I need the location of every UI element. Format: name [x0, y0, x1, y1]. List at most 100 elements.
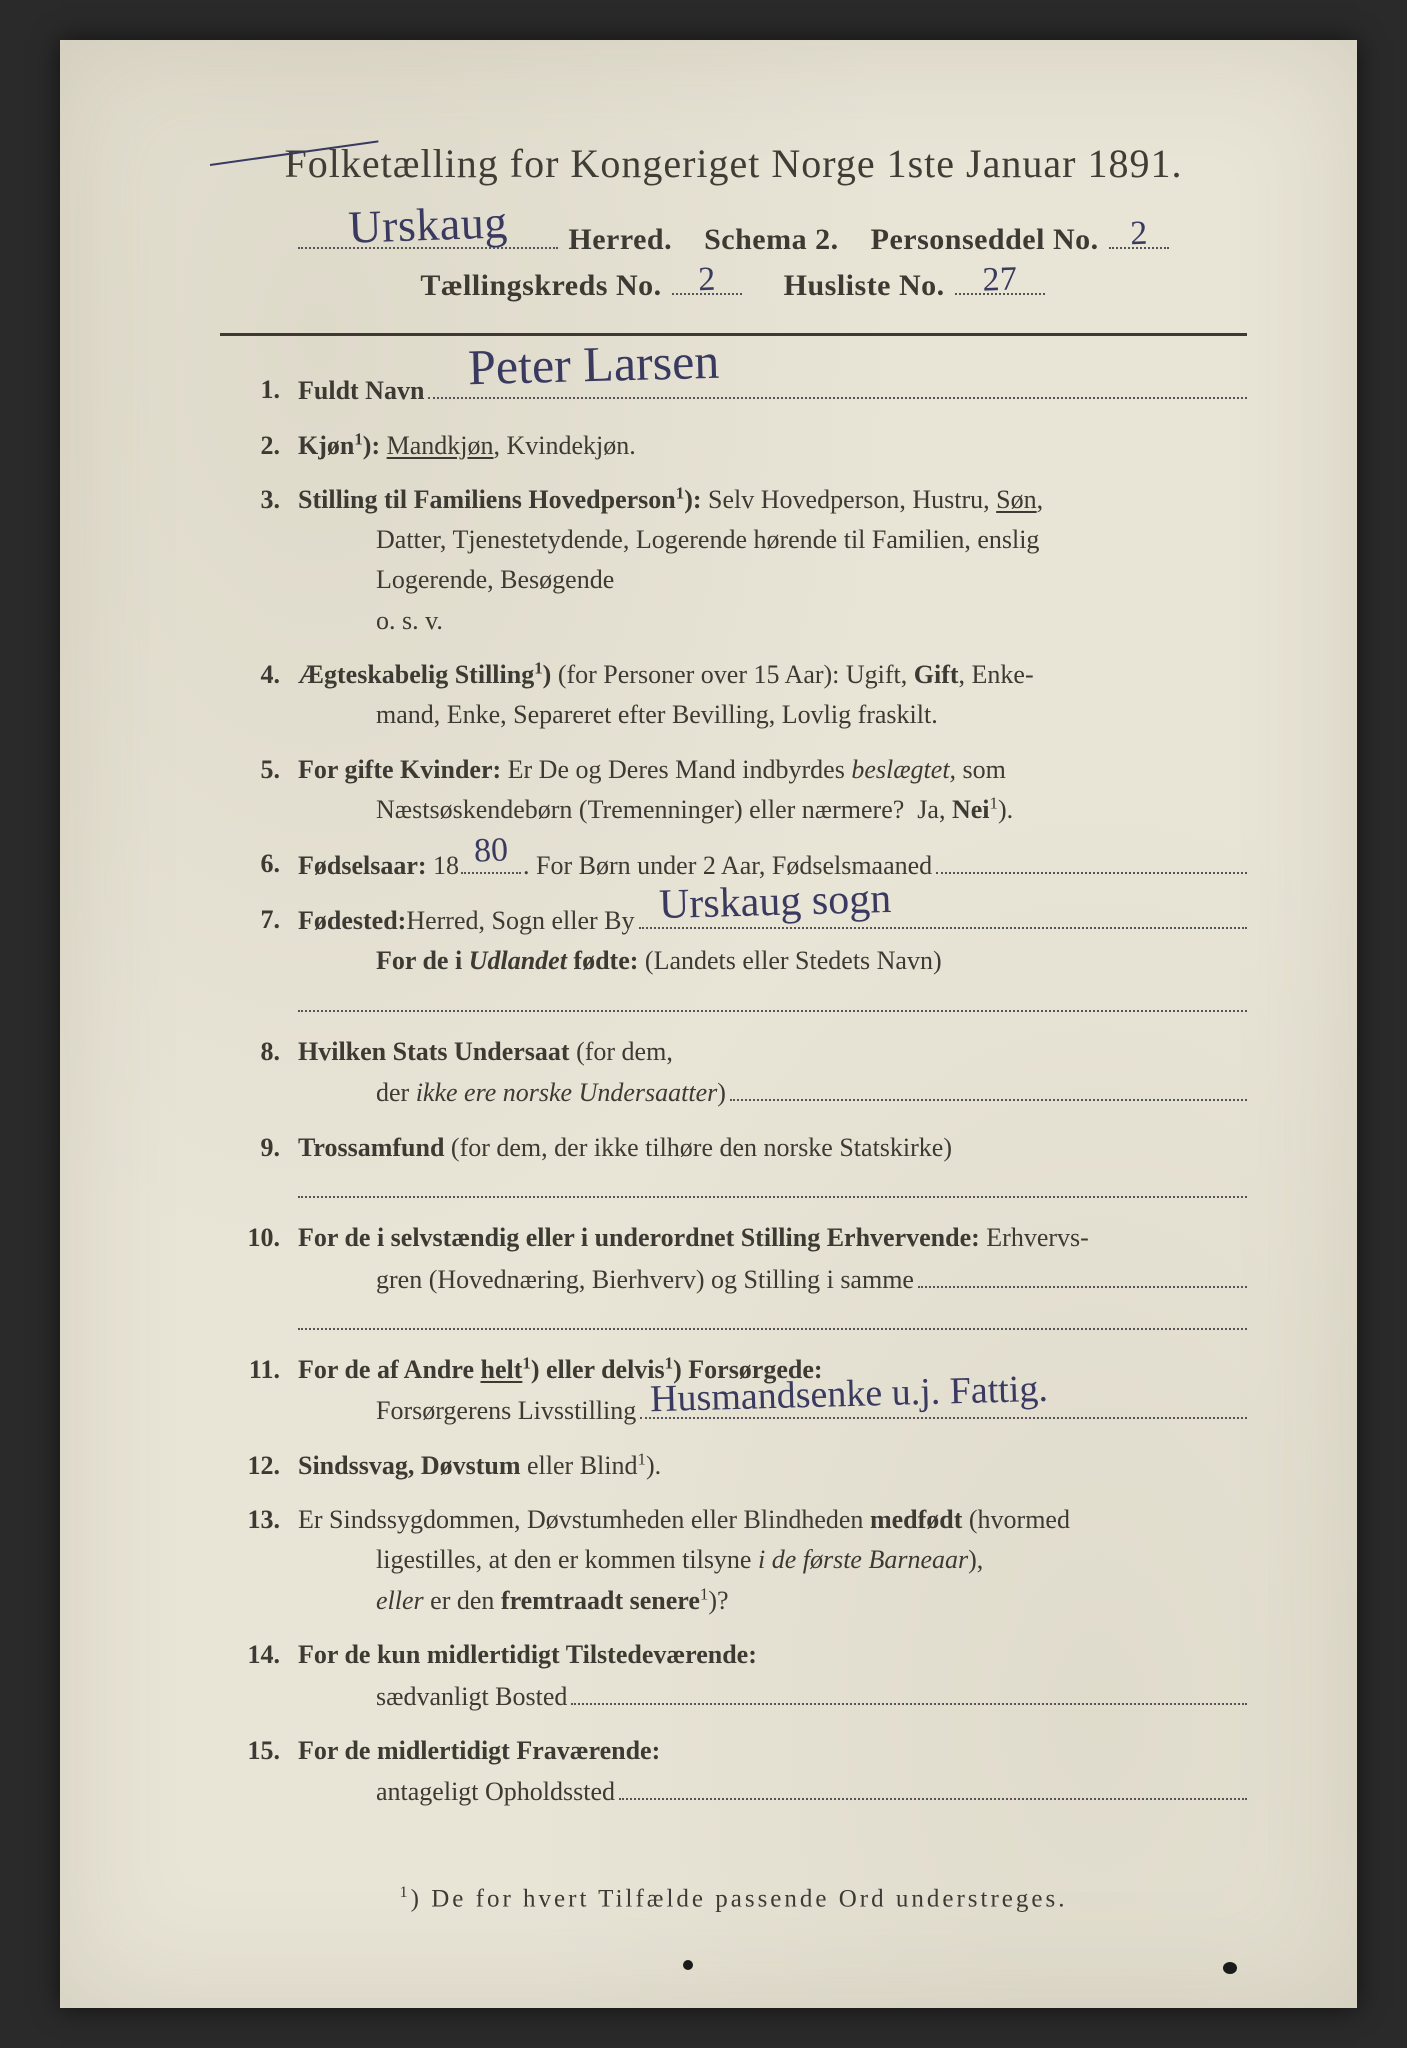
- item-cont: For de i Udlandet fødte: (Landets eller …: [376, 941, 1247, 981]
- subheader-line-1: Urskaug Herred. Schema 2. Personseddel N…: [220, 217, 1247, 257]
- item-num: 1.: [220, 370, 298, 412]
- item-label: For de kun midlertidigt Tilstedeværende:: [298, 1640, 757, 1669]
- item-cont: antageligt Opholdssted: [376, 1771, 1247, 1813]
- item-12: 12. Sindssvag, Døvstum eller Blind1).: [220, 1446, 1247, 1486]
- year-value: 80: [473, 824, 509, 878]
- item-text: Mandkjøn, Kvindekjøn.: [387, 431, 636, 460]
- item-text: Selv Hovedperson, Hustru, Søn,: [708, 485, 1043, 514]
- item-label: For gifte Kvinder:: [298, 755, 501, 784]
- item-11: 11. For de af Andre helt1) eller delvis1…: [220, 1350, 1247, 1432]
- dotted-fill: [918, 1258, 1247, 1287]
- item-5: 5. For gifte Kvinder: Er De og Deres Man…: [220, 750, 1247, 831]
- item-text: Er De og Deres Mand indbyrdes beslægtet,…: [508, 755, 1006, 784]
- item-num: 11.: [220, 1350, 298, 1432]
- form-items: 1. Fuldt Navn Peter Larsen 2. Kjøn1): Ma…: [220, 370, 1247, 1813]
- dotted-rule: [298, 1174, 1247, 1198]
- item-label: Stilling til Familiens Hovedperson1):: [298, 485, 702, 514]
- item-4: 4. Ægteskabelig Stilling1) (for Personer…: [220, 655, 1247, 736]
- item-num: 8.: [220, 1032, 298, 1114]
- census-form-paper: Folketælling for Kongeriget Norge 1ste J…: [60, 40, 1357, 2008]
- dotted-rule: [298, 988, 1247, 1012]
- form-title: Folketælling for Kongeriget Norge 1ste J…: [220, 140, 1247, 187]
- item-num: 6.: [220, 844, 298, 886]
- husliste-value: 27: [982, 260, 1018, 299]
- item-num: 15.: [220, 1731, 298, 1813]
- item-label: Kjøn1):: [298, 431, 380, 460]
- item-label: Fuldt Navn: [298, 371, 424, 411]
- item-label: Fødselsaar:: [298, 846, 427, 886]
- kreds-label: Tællingskreds No.: [420, 269, 661, 302]
- item-text: Herred, Sogn eller By: [406, 901, 634, 941]
- item-cont: Datter, Tjenestetydende, Logerende høren…: [376, 520, 1247, 560]
- dotted-rule: [298, 1306, 1247, 1330]
- item-num: 2.: [220, 426, 298, 466]
- item-num: 10.: [220, 1218, 298, 1336]
- item-num: 13.: [220, 1500, 298, 1621]
- item-13: 13. Er Sindssygdommen, Døvstumheden elle…: [220, 1500, 1247, 1621]
- item-num: 5.: [220, 750, 298, 831]
- subheader-line-2: Tællingskreds No. 2 Husliste No. 27: [220, 263, 1247, 303]
- item-cont: gren (Hovednæring, Bierhverv) og Stillin…: [376, 1258, 1247, 1300]
- item-label: Sindssvag, Døvstum: [298, 1451, 521, 1480]
- item-cont: der ikke ere norske Undersaatter): [376, 1072, 1247, 1114]
- item-label: For de i selvstændig eller i underordnet…: [298, 1223, 980, 1252]
- item-text: (for dem,: [576, 1037, 673, 1066]
- item-9: 9. Trossamfund (for dem, der ikke tilhør…: [220, 1128, 1247, 1204]
- personseddel-label: Personseddel No.: [871, 223, 1099, 256]
- viewport: Folketælling for Kongeriget Norge 1ste J…: [0, 0, 1407, 2048]
- item-cont: o. s. v.: [376, 601, 1247, 641]
- item-15: 15. For de midlertidigt Fraværende: anta…: [220, 1731, 1247, 1813]
- item-label: Ægteskabelig Stilling1): [298, 660, 551, 689]
- herred-label: Herred.: [568, 223, 672, 256]
- cont-label: Forsørgerens Livsstilling: [376, 1391, 636, 1431]
- header-divider: [220, 333, 1247, 336]
- form-footnote: 1) De for hvert Tilfælde passende Ord un…: [220, 1883, 1247, 1913]
- item-num: 12.: [220, 1446, 298, 1486]
- year-prefix: 18: [433, 846, 459, 886]
- dotted-fill: [619, 1771, 1247, 1800]
- dotted-fill: [730, 1072, 1247, 1101]
- husliste-label: Husliste No.: [784, 269, 945, 302]
- item-num: 4.: [220, 655, 298, 736]
- dotted-fill: Peter Larsen: [428, 370, 1247, 399]
- item-num: 7.: [220, 900, 298, 1018]
- item-3: 3. Stilling til Familiens Hovedperson1):…: [220, 480, 1247, 641]
- item-num: 14.: [220, 1635, 298, 1717]
- item-1: 1. Fuldt Navn Peter Larsen: [220, 370, 1247, 412]
- item-text: (for Personer over 15 Aar): Ugift, Gift,…: [558, 660, 1034, 689]
- item-cont: eller er den fremtraadt senere1)?: [376, 1581, 1247, 1621]
- herred-value: Urskaug: [348, 195, 509, 254]
- item-num: 3.: [220, 480, 298, 641]
- item-cont: ligestilles, at den er kommen tilsyne i …: [376, 1540, 1247, 1580]
- item-cont: sædvanligt Bosted: [376, 1675, 1247, 1717]
- item-text: Er Sindssygdommen, Døvstumheden eller Bl…: [298, 1505, 1070, 1534]
- item-cont: Logerende, Besøgende: [376, 560, 1247, 600]
- item-num: 9.: [220, 1128, 298, 1204]
- cont-label: sædvanligt Bosted: [376, 1677, 567, 1717]
- item-cont: mand, Enke, Separeret efter Bevilling, L…: [376, 695, 1247, 735]
- item-text: (for dem, der ikke tilhøre den norske St…: [451, 1133, 952, 1162]
- personseddel-value: 2: [1129, 215, 1148, 254]
- paper-speck: [683, 1960, 693, 1970]
- dotted-fill: Urskaug sogn: [639, 900, 1248, 929]
- item-8: 8. Hvilken Stats Undersaat (for dem, der…: [220, 1032, 1247, 1114]
- item-2: 2. Kjøn1): Mandkjøn, Kvindekjøn.: [220, 426, 1247, 466]
- dotted-fill: [936, 844, 1247, 873]
- item-text: Erhvervs-: [986, 1223, 1089, 1252]
- item-label: Fødested:: [298, 901, 406, 941]
- birthplace-value: Urskaug sogn: [658, 867, 892, 938]
- item-cont: Forsørgerens Livsstilling Husmandsenke u…: [376, 1390, 1247, 1432]
- cont-label: antageligt Opholdssted: [376, 1772, 615, 1812]
- item-label: Trossamfund: [298, 1133, 444, 1162]
- paper-speck: [1223, 1962, 1237, 1974]
- item-label: For de midlertidigt Fraværende:: [298, 1736, 660, 1765]
- schema-label: Schema 2.: [704, 223, 839, 256]
- item-14: 14. For de kun midlertidigt Tilstedevære…: [220, 1635, 1247, 1717]
- dotted-fill: Husmandsenke u.j. Fattig.: [640, 1390, 1247, 1419]
- item-label: Hvilken Stats Undersaat: [298, 1037, 570, 1066]
- item-text: eller Blind1).: [527, 1451, 661, 1480]
- item-7: 7. Fødested: Herred, Sogn eller By Urska…: [220, 900, 1247, 1018]
- dotted-fill: [571, 1675, 1247, 1704]
- title-text: Folketælling for Kongeriget Norge 1ste J…: [285, 141, 1183, 186]
- provider-occupation-value: Husmandsenke u.j. Fattig.: [650, 1359, 1049, 1428]
